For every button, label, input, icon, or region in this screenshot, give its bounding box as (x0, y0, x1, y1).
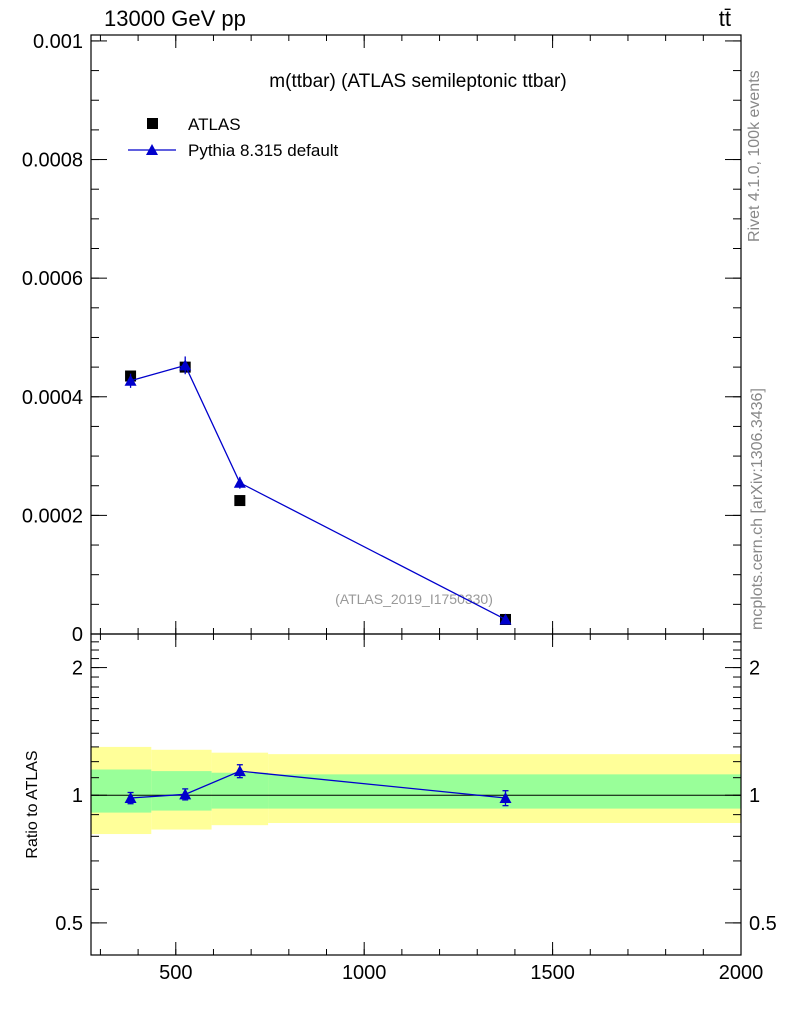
ratio-panel: 500 1000 1500 2000 0.5 0.5 1 1 2 2 Ratio to ATLAS (24, 633, 777, 984)
ratio-frame (90, 633, 742, 956)
uncertainty-band-inner (268, 774, 741, 809)
channel-label: tt̄ (718, 6, 731, 31)
ratio-tick-label-left: 1 (72, 785, 83, 807)
pythia-ratio-point (499, 792, 512, 804)
legend-marker-pythia (146, 144, 158, 155)
legend-label-atlas: ATLAS (188, 115, 241, 134)
ratio-tick-label-right: 2 (749, 658, 760, 680)
pythia-ratio-point (179, 788, 192, 800)
analysis-watermark: (ATLAS_2019_I1750330) (335, 591, 493, 607)
x-tick-label: 500 (159, 962, 192, 984)
x-tick-label: 1500 (530, 962, 575, 984)
uncertainty-band-inner (151, 771, 212, 811)
ratio-tick-label-left: 2 (72, 658, 83, 680)
y-tick-label: 0.0008 (22, 150, 83, 172)
ratio-tick-label-right: 0.5 (749, 913, 777, 935)
x-tick-label: 1000 (342, 962, 387, 984)
pythia-data-point (233, 476, 246, 488)
pythia-ratio-point (233, 765, 246, 777)
pythia-data-point (124, 374, 137, 386)
ratio-tick-label-right: 1 (749, 785, 760, 807)
legend-label-pythia: Pythia 8.315 default (188, 141, 339, 160)
legend-marker-atlas (147, 118, 158, 129)
pythia-ratio-line (130, 770, 506, 799)
x-tick-label: 2000 (719, 962, 764, 984)
ratio-axis-label: Ratio to ATLAS (24, 750, 41, 858)
atlas-data-point (234, 495, 246, 507)
y-tick-label: 0.0004 (22, 387, 83, 409)
pythia-ratio-point (124, 792, 137, 804)
pythia-data-point (499, 613, 512, 625)
y-tick-label: 0 (72, 624, 83, 646)
process-label: 13000 GeV pp (104, 6, 246, 31)
uncertainty-band-inner (91, 769, 152, 813)
y-tick-label: 0.0002 (22, 505, 83, 527)
y-tick-label: 0.0006 (22, 268, 83, 290)
ratio-tick-label-left: 0.5 (55, 913, 83, 935)
pythia-data-point (179, 359, 192, 371)
plot-title: m(ttbar) (ATLAS semileptonic ttbar) (269, 71, 566, 92)
pythia-line (130, 364, 506, 621)
y-tick-label: 0.001 (33, 31, 83, 53)
